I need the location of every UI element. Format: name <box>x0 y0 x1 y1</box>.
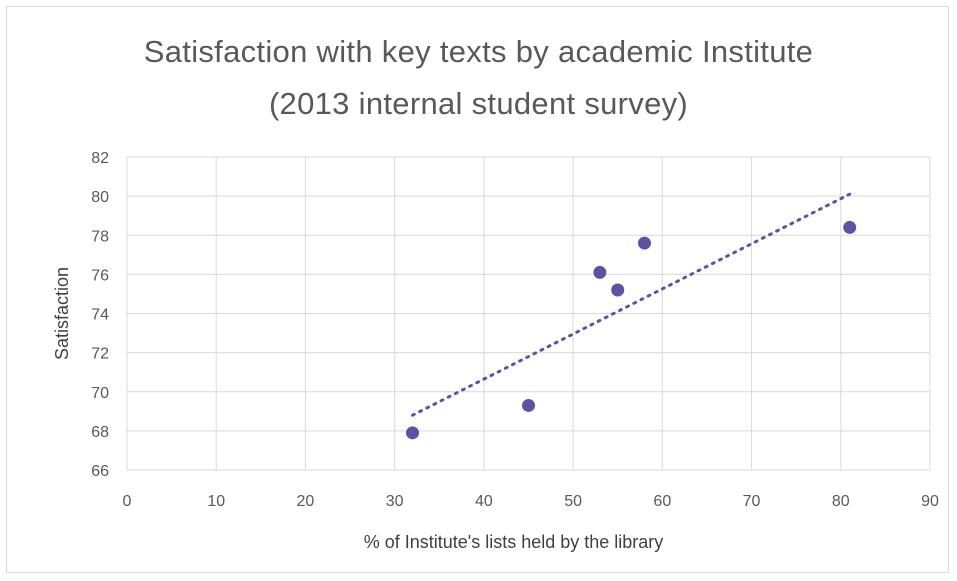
y-tick-label: 82 <box>91 150 109 167</box>
data-point <box>593 265 607 279</box>
x-tick-label: 80 <box>832 493 850 510</box>
y-tick-label: 80 <box>91 189 109 206</box>
x-tick-label: 40 <box>475 493 493 510</box>
x-tick-label: 90 <box>921 493 939 510</box>
data-point <box>406 426 420 440</box>
trendline <box>411 192 852 417</box>
y-tick-label: 78 <box>91 228 109 245</box>
y-tick-label: 68 <box>91 424 109 441</box>
x-tick-label: 30 <box>386 493 404 510</box>
x-axis-title: % of Institute's lists held by the libra… <box>364 532 664 552</box>
data-point <box>611 283 625 297</box>
chart-frame <box>6 6 949 573</box>
x-tick-label: 70 <box>743 493 761 510</box>
x-tick-label: 10 <box>207 493 225 510</box>
y-tick-label: 70 <box>91 385 109 402</box>
y-tick-label: 66 <box>91 463 109 480</box>
y-axis-title: Satisfaction <box>52 267 72 360</box>
data-point <box>522 398 535 412</box>
x-tick-label: 50 <box>564 493 582 510</box>
y-tick-label: 72 <box>91 346 109 363</box>
x-tick-label: 0 <box>123 493 132 510</box>
data-point <box>637 236 651 250</box>
x-tick-label: 20 <box>297 493 315 510</box>
x-tick-label: 60 <box>653 493 671 510</box>
y-tick-label: 74 <box>91 307 109 324</box>
chart-subtitle: (2013 internal student survey) <box>268 86 689 121</box>
y-tick-label: 76 <box>91 267 109 284</box>
data-point <box>843 220 857 234</box>
chart-title: Satisfaction with key texts by academic … <box>143 34 814 69</box>
